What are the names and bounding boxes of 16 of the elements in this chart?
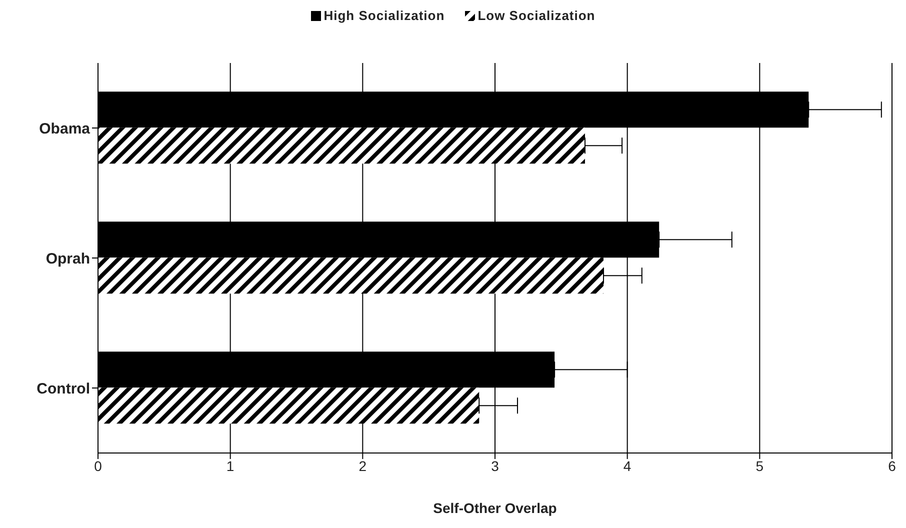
bar [98,388,480,424]
y-tick-label: Control [36,380,90,398]
x-tick-label: 5 [756,458,764,474]
x-tick-label: 3 [491,458,500,474]
legend-label: High Socialization [322,8,445,23]
x-tick-label: 4 [623,458,632,474]
y-tick-label: Obama [39,120,91,138]
x-tick-label: 6 [888,458,896,474]
x-tick-label: 2 [358,458,367,474]
x-tick-label: 1 [226,458,234,474]
x-tick-label: 0 [94,458,102,474]
legend-label: Low Socialization [476,8,596,23]
y-tick-label: Oprah [46,250,90,268]
bar [98,128,585,164]
x-axis-title: Self-Other Overlap [433,500,557,516]
bar [98,258,604,294]
